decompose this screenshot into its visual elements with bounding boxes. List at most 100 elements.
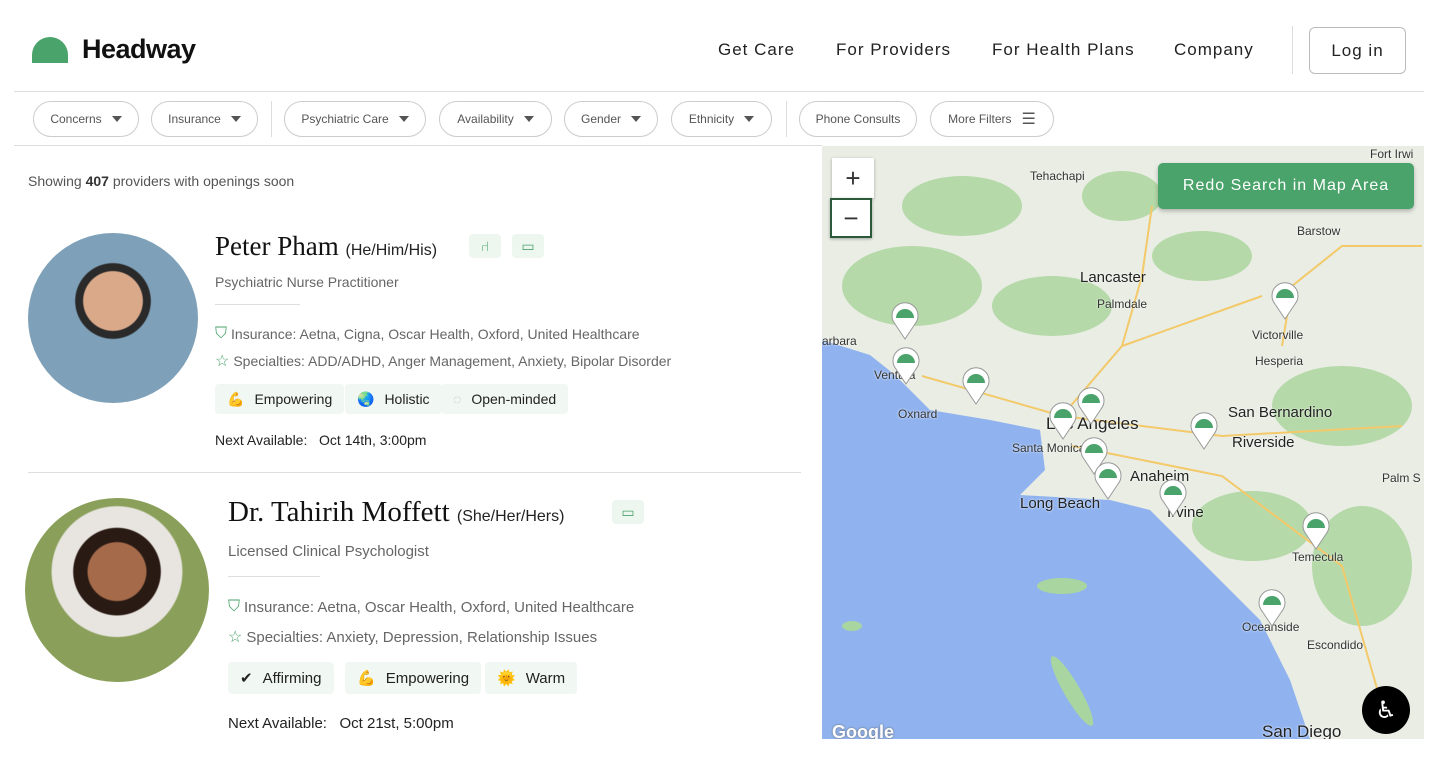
provider-name[interactable]: Peter Pham (He/Him/His) [215,231,438,261]
filter-label: Gender [580,112,622,126]
map-label: Temecula [1292,550,1344,564]
map-label: Santa Monica [1012,441,1086,455]
filter-psychiatric-care[interactable]: Psychiatric Care [284,101,426,137]
filter-label: Ethnicity [688,112,735,126]
provider-map-pin[interactable] [1159,477,1187,517]
filter-availability[interactable]: Availability [439,101,552,137]
map-canvas [822,171,1422,739]
filter-gender[interactable]: Gender [564,101,658,137]
filter-label: Insurance [168,112,221,126]
filter-divider-line [14,145,822,146]
filter-lines-icon: ☰ [1021,111,1036,128]
park-areas [842,171,1412,626]
filter-label: Concerns [50,112,102,126]
provider-title: Licensed Clinical Psychologist [228,543,429,560]
caret-down-icon [398,116,409,122]
tag-holistic: 🌏 Holistic [345,384,442,414]
star-icon: ☆ [228,629,243,646]
provider-pronouns: (He/Him/His) [345,242,438,259]
provider-map-pin[interactable] [1049,400,1077,440]
filter-ethnicity[interactable]: Ethnicity [671,101,772,137]
brand-name: Headway [82,34,196,64]
accessibility-button[interactable]: ♿︎ [1362,686,1410,734]
sun-icon: 🌞 [497,670,516,687]
tag-open-minded: ◌ Open-minded [441,384,569,414]
next-available: Next Available: Oct 21st, 5:00pm [228,715,454,732]
provider-map-pin[interactable] [1271,280,1299,320]
provider-avatar[interactable] [25,498,209,682]
redo-search-button[interactable]: Redo Search in Map Area [1158,163,1414,209]
check-icon: ✔ [240,670,253,687]
nav-get-care[interactable]: Get Care [718,40,795,59]
provider-map-pin[interactable] [892,345,920,385]
map[interactable]: + − Redo Search in Map Area Tehachapi La… [822,146,1424,739]
filter-more-filters[interactable]: More Filters ☰ [930,101,1054,137]
filter-divider [271,101,272,137]
globe-icon: 🌏 [357,390,375,407]
filter-phone-consults[interactable]: Phone Consults [799,101,917,137]
islands [842,578,1094,726]
map-label: Lancaster [1080,269,1146,286]
map-label: Riverside [1232,434,1295,451]
zoom-in-button[interactable]: + [832,158,874,198]
map-label: Oxnard [898,407,938,421]
shield-plus-icon: ⛉ [228,598,241,615]
map-label: arbara [822,334,857,348]
provider-map-pin[interactable] [1190,410,1218,450]
next-available: Next Available: Oct 14th, 3:00pm [215,432,427,448]
map-label: Palm S [1382,471,1421,485]
filter-label: More Filters [948,112,1012,126]
star-icon: ☆ [215,353,230,370]
map-label: Tehachapi [1030,169,1085,183]
map-label: Victorville [1252,328,1304,342]
provider-insurance: ⛉ Insurance: Aetna, Cigna, Oscar Health, … [215,325,640,342]
map-label: San Bernardino [1228,404,1333,421]
tag-warm: 🌞 Warm [485,662,578,694]
shield-plus-icon: ⛉ [215,325,228,342]
headway-logo[interactable]: Headway [32,34,196,65]
map-label: Oceanside [1242,620,1300,634]
in-person-chair-icon: ⑁ [469,234,501,258]
provider-specialties: ☆ Specialties: Anxiety, Depression, Relat… [228,628,598,647]
provider-map-pin[interactable] [1094,460,1122,500]
provider-insurance: ⛉ Insurance: Aetna, Oscar Health, Oxford,… [228,598,635,616]
map-label: Escondido [1307,638,1364,652]
ocean [822,340,1310,739]
nav-for-providers[interactable]: For Providers [836,40,952,59]
flexed-bicep-icon: 💪 [357,670,376,687]
results-count: Showing 407 providers with openings soon [28,173,295,189]
provider-map-pin[interactable] [1302,510,1330,550]
map-label: Palmdale [1097,297,1148,311]
video-icon: ▭ [512,234,544,258]
provider-map-pin[interactable] [962,365,990,405]
map-label: Fort Irwi [1370,147,1414,161]
map-label: Barstow [1297,224,1341,238]
provider-map-pin[interactable] [1077,385,1105,425]
flexed-bicep-icon: 💪 [227,390,245,407]
provider-pronouns: (She/Her/Hers) [456,508,565,525]
divider [215,304,300,305]
filter-concerns[interactable]: Concerns [33,101,139,137]
filter-insurance[interactable]: Insurance [151,101,258,137]
tag-affirming: ✔ Affirming [228,662,334,694]
nav-company[interactable]: Company [1174,40,1254,59]
caret-down-icon [631,116,642,122]
login-button[interactable]: Log in [1309,27,1406,74]
map-label: Long Beach [1020,495,1101,512]
provider-map-pin[interactable] [891,300,919,340]
filter-label: Psychiatric Care [301,112,389,126]
provider-name[interactable]: Dr. Tahirih Moffett (She/Her/Hers) [228,496,565,528]
caret-down-icon [744,116,755,122]
zoom-out-button[interactable]: − [830,198,872,238]
tag-empowering: 💪 Empowering [215,384,345,414]
provider-title: Psychiatric Nurse Practitioner [215,274,399,290]
caret-down-icon [523,116,534,122]
provider-map-pin[interactable] [1080,435,1108,475]
nav-for-health-plans[interactable]: For Health Plans [992,40,1135,59]
provider-avatar[interactable] [28,233,198,403]
header-divider [14,91,1424,92]
filter-label: Availability [457,112,514,126]
filter-divider [786,101,787,137]
filter-label: Phone Consults [815,112,901,126]
provider-map-pin[interactable] [1258,587,1286,627]
